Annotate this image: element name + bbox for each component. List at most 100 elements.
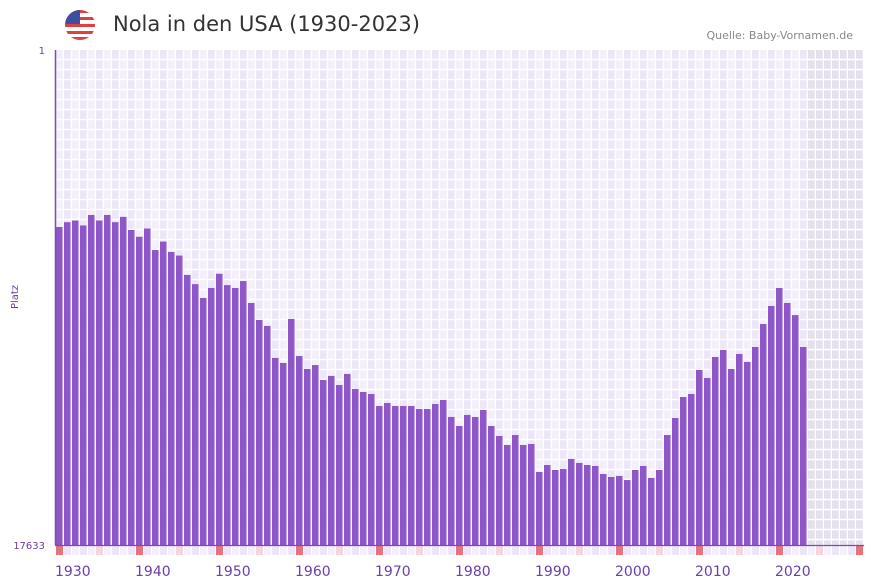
bar-1983[interactable] <box>480 409 487 545</box>
bar-1986[interactable] <box>504 444 511 545</box>
bar-2003[interactable] <box>640 465 647 545</box>
bar-1953[interactable] <box>240 281 247 545</box>
bar-1933[interactable] <box>80 225 87 545</box>
bar-2005[interactable] <box>656 470 663 545</box>
bar-1944[interactable] <box>168 251 175 545</box>
bar-2002[interactable] <box>632 470 639 545</box>
grid-column <box>376 50 384 545</box>
bar-2000[interactable] <box>616 475 623 545</box>
bar-1936[interactable] <box>104 214 111 545</box>
bar-2008[interactable] <box>680 397 687 545</box>
bar-2014[interactable] <box>728 368 735 545</box>
bar-1977[interactable] <box>432 404 439 545</box>
bar-1930[interactable] <box>56 227 63 545</box>
bar-1968[interactable] <box>360 392 367 545</box>
bar-1990[interactable] <box>536 471 543 545</box>
bar-1985[interactable] <box>496 436 503 545</box>
bar-1987[interactable] <box>512 435 519 545</box>
bar-2001[interactable] <box>624 480 631 545</box>
bar-1981[interactable] <box>464 414 471 545</box>
bar-2011[interactable] <box>704 377 711 545</box>
bar-1934[interactable] <box>88 214 95 545</box>
bar-1940[interactable] <box>136 236 143 545</box>
bar-1956[interactable] <box>264 325 271 545</box>
bar-2013[interactable] <box>720 349 727 545</box>
bar-1993[interactable] <box>560 468 567 545</box>
x-tick-label: 1930 <box>55 564 91 580</box>
bar-1997[interactable] <box>592 465 599 545</box>
bar-1964[interactable] <box>328 375 335 545</box>
bar-1948[interactable] <box>200 297 207 545</box>
bar-1975[interactable] <box>416 409 423 545</box>
bar-1939[interactable] <box>128 229 135 545</box>
bar-1962[interactable] <box>312 365 319 545</box>
bar-1957[interactable] <box>272 357 279 545</box>
year-marker-1934 <box>88 546 95 555</box>
bar-1965[interactable] <box>336 385 343 545</box>
bar-1941[interactable] <box>144 228 151 546</box>
bar-1992[interactable] <box>552 470 559 545</box>
bar-1932[interactable] <box>72 220 79 546</box>
bar-1935[interactable] <box>96 220 103 546</box>
bar-1942[interactable] <box>152 250 159 545</box>
bar-2007[interactable] <box>672 418 679 545</box>
bar-2018[interactable] <box>760 323 767 545</box>
bar-2012[interactable] <box>712 356 719 545</box>
bar-2021[interactable] <box>784 302 791 545</box>
bar-1960[interactable] <box>296 356 303 545</box>
bar-1967[interactable] <box>352 388 359 545</box>
bar-1998[interactable] <box>600 473 607 545</box>
bar-1963[interactable] <box>320 380 327 545</box>
bar-1931[interactable] <box>64 222 71 545</box>
bar-2023[interactable] <box>800 346 807 545</box>
bar-1989[interactable] <box>528 443 535 545</box>
bar-1980[interactable] <box>456 425 463 545</box>
year-marker-1981 <box>464 546 471 555</box>
bar-1947[interactable] <box>192 284 199 545</box>
bar-1974[interactable] <box>408 405 415 545</box>
bar-2022[interactable] <box>792 315 799 545</box>
bar-1949[interactable] <box>208 287 215 545</box>
bar-1976[interactable] <box>424 409 431 545</box>
year-marker-1937 <box>112 546 119 555</box>
bar-2006[interactable] <box>664 435 671 545</box>
bar-1946[interactable] <box>184 274 191 545</box>
bar-2010[interactable] <box>696 369 703 545</box>
bar-1951[interactable] <box>224 285 231 545</box>
bar-1978[interactable] <box>440 399 447 545</box>
bar-1945[interactable] <box>176 255 183 545</box>
bar-2020[interactable] <box>776 287 783 545</box>
bar-1973[interactable] <box>400 405 407 545</box>
bar-1991[interactable] <box>544 464 551 545</box>
bar-2017[interactable] <box>752 346 759 545</box>
bar-2016[interactable] <box>744 361 751 545</box>
bar-1961[interactable] <box>304 368 311 545</box>
bar-1979[interactable] <box>448 416 455 545</box>
bar-2004[interactable] <box>648 477 655 545</box>
bar-1972[interactable] <box>392 405 399 545</box>
grid-column <box>504 50 512 545</box>
bar-1954[interactable] <box>248 302 255 545</box>
bar-1970[interactable] <box>376 405 383 545</box>
bar-1943[interactable] <box>160 241 167 545</box>
bar-1966[interactable] <box>344 373 351 545</box>
bar-1937[interactable] <box>112 222 119 545</box>
bar-1959[interactable] <box>288 318 295 545</box>
bar-2009[interactable] <box>688 393 695 545</box>
bar-1958[interactable] <box>280 362 287 545</box>
bar-1988[interactable] <box>520 444 527 545</box>
bar-1995[interactable] <box>576 462 583 545</box>
bar-1996[interactable] <box>584 464 591 545</box>
bar-1971[interactable] <box>384 402 391 545</box>
bar-2015[interactable] <box>736 353 743 545</box>
bar-1938[interactable] <box>120 216 127 545</box>
bar-1999[interactable] <box>608 477 615 545</box>
bar-1982[interactable] <box>472 416 479 545</box>
bar-2019[interactable] <box>768 305 775 545</box>
bar-1950[interactable] <box>216 273 223 545</box>
bar-1969[interactable] <box>368 393 375 545</box>
bar-1994[interactable] <box>568 458 575 545</box>
bar-1952[interactable] <box>232 287 239 545</box>
bar-1955[interactable] <box>256 319 263 545</box>
bar-1984[interactable] <box>488 425 495 545</box>
